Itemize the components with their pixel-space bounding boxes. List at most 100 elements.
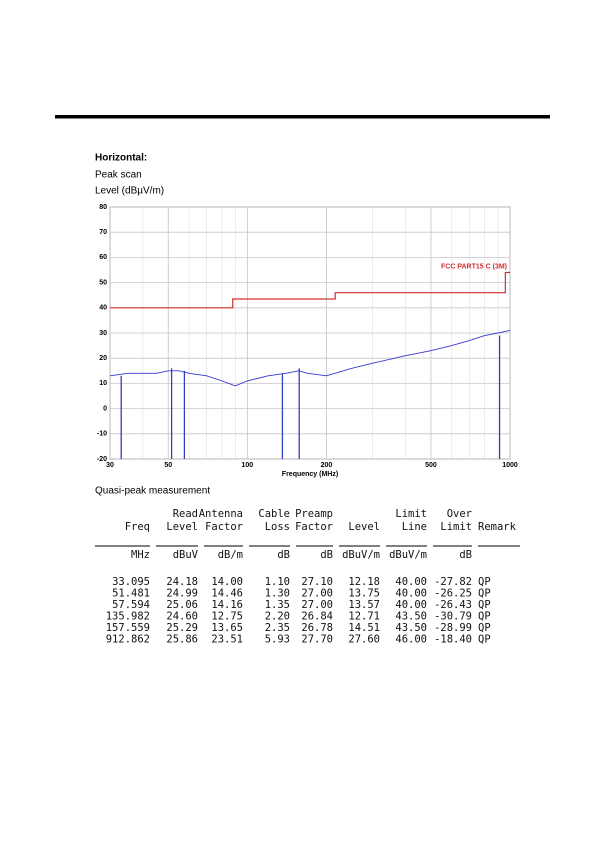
y-tick-label: 60	[99, 254, 107, 261]
column-header: Antenna	[199, 508, 243, 520]
column-header: Factor	[295, 521, 333, 533]
column-unit: dB	[459, 549, 472, 561]
x-tick-label: 100	[241, 462, 253, 469]
table-cell: 33.095	[112, 576, 150, 588]
table-cell: 135.982	[106, 611, 150, 623]
table-cell: -28.99	[434, 622, 472, 634]
heading: Horizontal:	[95, 153, 147, 164]
y-tick-label: 20	[99, 355, 107, 362]
y-tick-label: 10	[99, 380, 107, 387]
table-cell: 5.93	[265, 634, 290, 646]
table-cell: 27.10	[301, 576, 333, 588]
y-tick-label: 40	[99, 305, 107, 312]
column-unit: dB/m	[218, 549, 243, 561]
x-axis-label: Frequency (MHz)	[282, 471, 338, 478]
spectrum-trace	[109, 330, 511, 387]
column-unit: dBuV/m	[342, 549, 380, 561]
table-cell: QP	[478, 576, 491, 588]
x-tick-label: 30	[106, 462, 114, 469]
column-header: Cable	[258, 508, 290, 520]
column-header: Preamp	[295, 508, 333, 520]
table-cell: 14.51	[348, 622, 380, 634]
table-cell: 1.35	[265, 599, 290, 611]
column-unit: dB	[320, 549, 333, 561]
table-cell: 40.00	[395, 588, 427, 600]
column-unit: dBuV/m	[389, 549, 427, 561]
y-axis-title: Level (dBµV/m)	[95, 186, 164, 197]
column-unit: dBuV	[173, 549, 199, 561]
column-header: Limit	[440, 521, 472, 533]
table-cell: -26.25	[434, 588, 472, 600]
table-cell: 26.78	[301, 622, 333, 634]
table-cell: 13.75	[348, 588, 380, 600]
table-cell: 46.00	[395, 634, 427, 646]
limit-line	[110, 271, 510, 309]
table-cell: 13.57	[348, 599, 380, 611]
column-unit: dB	[277, 549, 290, 561]
qp-title: Quasi-peak measurement	[95, 486, 210, 497]
table-cell: 2.35	[265, 622, 290, 634]
table-cell: 24.60	[166, 611, 198, 623]
column-header: Over	[447, 508, 472, 520]
table-cell: 14.16	[211, 599, 243, 611]
table-cell: QP	[478, 599, 491, 611]
table-cell: QP	[478, 634, 491, 646]
table-cell: 27.70	[301, 634, 333, 646]
table-cell: 40.00	[395, 576, 427, 588]
limit-annotation: FCC PART15 C (3M)	[441, 263, 507, 270]
y-tick-label: -20	[97, 456, 107, 463]
y-tick-label: 30	[99, 330, 107, 337]
table-cell: 43.50	[395, 611, 427, 623]
table-cell: 23.51	[211, 634, 243, 646]
table-cell: -26.43	[434, 599, 472, 611]
y-tick-label: 50	[99, 279, 107, 286]
y-tick-label: 80	[99, 204, 107, 211]
table-cell: 1.10	[265, 576, 290, 588]
y-tick-label: -10	[97, 431, 107, 438]
column-header: Read	[173, 508, 198, 520]
column-header: Level	[166, 521, 198, 533]
table-cell: 43.50	[395, 622, 427, 634]
table-cell: 25.86	[166, 634, 198, 646]
table-cell: 24.18	[166, 576, 198, 588]
table-cell: 25.06	[166, 599, 198, 611]
table-cell: QP	[478, 588, 491, 600]
table-cell: -30.79	[434, 611, 472, 623]
table-cell: 14.46	[211, 588, 243, 600]
table-cell: 57.594	[112, 599, 150, 611]
table-cell: 24.99	[166, 588, 198, 600]
table-cell: 157.559	[106, 622, 150, 634]
table-cell: 27.00	[301, 588, 333, 600]
table-cell: -27.82	[434, 576, 472, 588]
x-tick-label: 50	[164, 462, 172, 469]
column-header: Remark	[478, 521, 517, 533]
column-header: Level	[348, 521, 380, 533]
table-cell: 2.20	[265, 611, 290, 623]
table-cell: 27.60	[348, 634, 380, 646]
table-cell: 51.481	[112, 588, 150, 600]
column-header: Freq	[125, 521, 150, 533]
table-cell: 27.00	[301, 599, 333, 611]
header-rule	[55, 115, 550, 119]
column-unit: MHz	[131, 549, 150, 561]
table-cell: 25.29	[166, 622, 198, 634]
table-cell: 1.30	[265, 588, 290, 600]
y-tick-label: 0	[103, 405, 107, 412]
y-tick-label: 70	[99, 229, 107, 236]
column-header: Loss	[265, 521, 290, 533]
table-cell: 12.18	[348, 576, 380, 588]
scan-label: Peak scan	[95, 170, 142, 181]
table-cell: 13.65	[211, 622, 243, 634]
column-header: Line	[402, 521, 427, 533]
x-tick-label: 200	[321, 462, 333, 469]
table-cell: -18.40	[434, 634, 472, 646]
table-cell: 26.84	[301, 611, 333, 623]
x-tick-label: 1000	[502, 462, 518, 469]
table-cell: QP	[478, 611, 491, 623]
table-cell: 12.75	[211, 611, 243, 623]
table-cell: QP	[478, 622, 491, 634]
column-header: Limit	[395, 508, 427, 520]
table-cell: 40.00	[395, 599, 427, 611]
